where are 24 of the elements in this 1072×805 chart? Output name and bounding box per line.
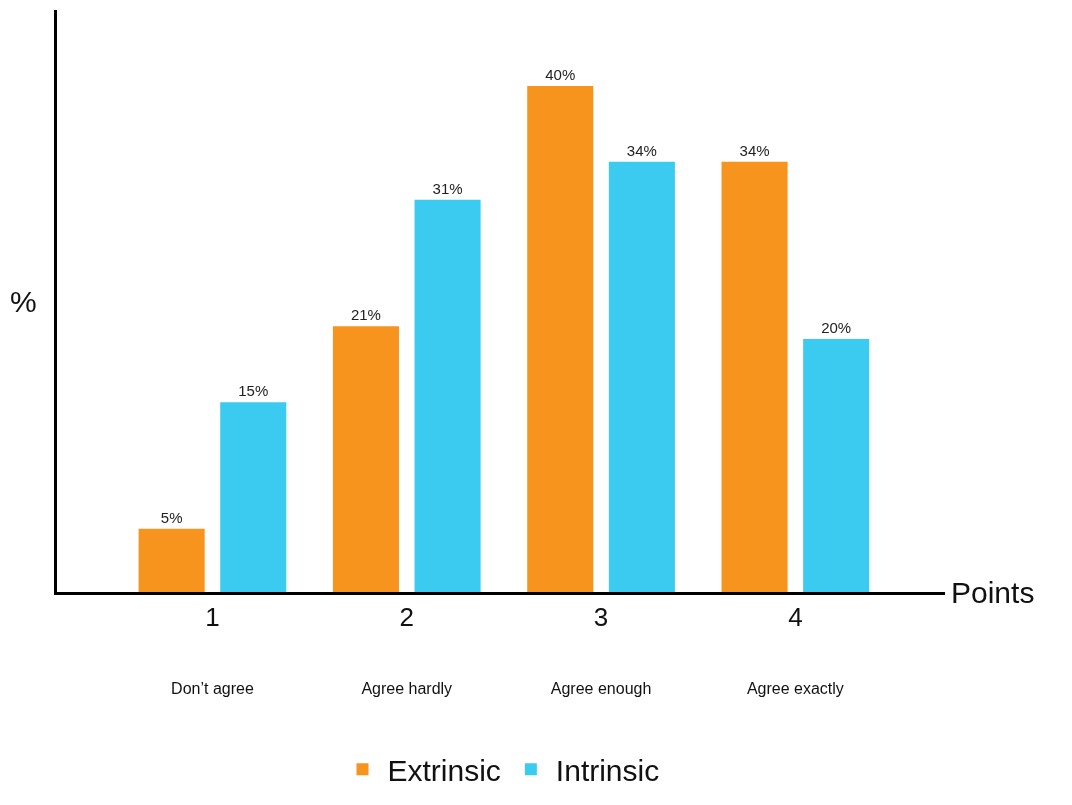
bar — [721, 161, 788, 592]
data-label: 34% — [739, 141, 770, 159]
bar — [220, 402, 287, 592]
x-axis-title: Points — [951, 576, 1035, 609]
bar — [527, 85, 594, 592]
bar — [138, 528, 205, 592]
legend-label: Intrinsic — [555, 754, 660, 788]
y-axis-title: % — [10, 285, 37, 318]
bar — [803, 338, 870, 592]
bar — [332, 326, 399, 592]
data-label: 20% — [821, 318, 852, 336]
data-label: 5% — [160, 508, 183, 526]
category-label: 3 Agree enough — [550, 602, 652, 697]
data-label: 40% — [545, 65, 576, 83]
data-label: 31% — [432, 179, 463, 197]
category-label: 1 Don’t agree — [171, 602, 254, 697]
legend-label: Extrinsic — [387, 754, 501, 788]
bar — [608, 161, 675, 592]
bar — [414, 199, 481, 592]
data-label: 15% — [238, 382, 269, 400]
category-label: 4 Agree exactly — [746, 602, 844, 697]
category-label: 2 Agree hardly — [361, 602, 453, 697]
data-label: 21% — [350, 306, 381, 324]
data-label: 34% — [626, 141, 657, 159]
